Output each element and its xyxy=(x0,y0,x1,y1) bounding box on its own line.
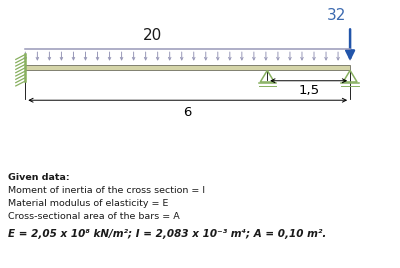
Text: Material modulus of elasticity = E: Material modulus of elasticity = E xyxy=(8,199,168,208)
Text: 6: 6 xyxy=(184,106,192,119)
Text: 32: 32 xyxy=(326,8,346,23)
Text: Moment of inertia of the cross section = I: Moment of inertia of the cross section =… xyxy=(8,186,205,195)
Text: Given data:: Given data: xyxy=(8,173,70,182)
Text: E = 2,05 x 10⁸ kN/m²; I = 2,083 x 10⁻³ m⁴; A = 0,10 m².: E = 2,05 x 10⁸ kN/m²; I = 2,083 x 10⁻³ m… xyxy=(8,229,326,239)
Text: 20: 20 xyxy=(143,28,162,43)
Text: Cross-sectional area of the bars = A: Cross-sectional area of the bars = A xyxy=(8,212,180,221)
Text: 1,5: 1,5 xyxy=(298,84,319,97)
Bar xyxy=(25,65,350,70)
